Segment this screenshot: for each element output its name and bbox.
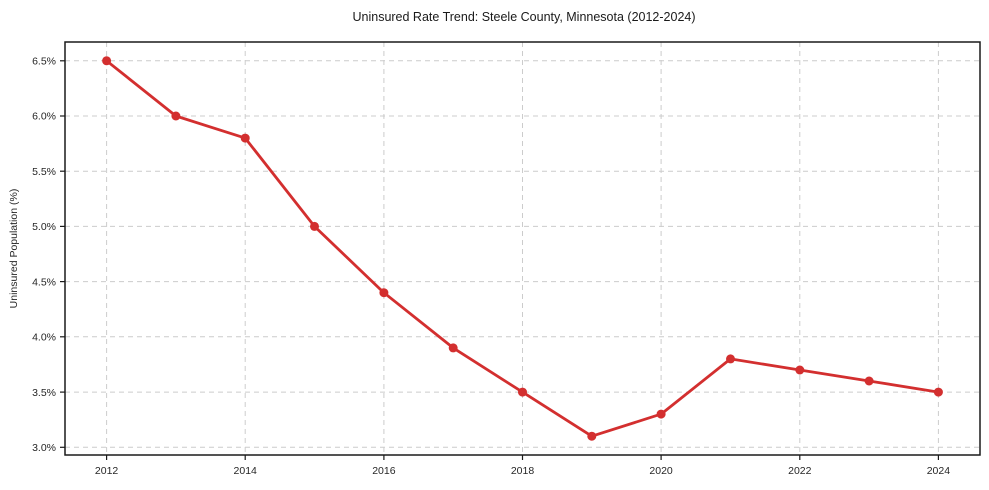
data-point-marker [379, 288, 389, 298]
data-point-marker [518, 387, 527, 397]
data-point-marker [933, 387, 943, 397]
y-tick-label: 5.5% [32, 166, 56, 178]
data-point-marker [240, 133, 250, 143]
data-point-marker [726, 354, 735, 364]
y-tick-label: 4.5% [32, 276, 56, 288]
y-tick-label: 4.0% [32, 332, 56, 344]
y-tick-label: 3.0% [32, 442, 56, 454]
data-point-marker [864, 376, 874, 386]
data-point-marker [171, 111, 181, 121]
data-point-marker [310, 221, 319, 231]
y-tick-label: 3.5% [32, 387, 56, 399]
chart-generated-layer: 2012 2014 2016 2018 2020 2022 2024 3.0% 3.5% 4.0%… [32, 41, 981, 477]
x-tick-label: 2014 [234, 465, 258, 477]
x-tick-label: 2012 [95, 465, 119, 477]
x-tick-label: 2016 [372, 465, 396, 477]
data-point-marker [102, 56, 112, 66]
x-tick-label: 2018 [511, 465, 535, 477]
y-tick-label: 5.0% [32, 221, 56, 233]
data-point-marker [795, 365, 805, 375]
data-point-marker [587, 431, 597, 441]
chart-title: Uninsured Rate Trend: Steele County, Min… [352, 10, 695, 24]
y-tick-label: 6.0% [32, 111, 56, 123]
data-point-marker [656, 409, 666, 419]
data-point-marker [448, 343, 458, 353]
x-tick-label: 2022 [788, 465, 812, 477]
x-tick-label: 2024 [927, 465, 951, 477]
y-axis-label: Uninsured Population (%) [8, 189, 20, 309]
y-tick-label: 6.5% [32, 56, 56, 68]
x-tick-label: 2020 [649, 465, 673, 477]
